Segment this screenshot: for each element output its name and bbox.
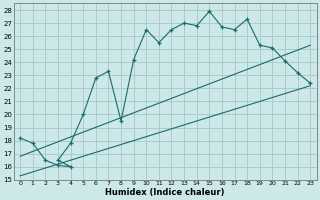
X-axis label: Humidex (Indice chaleur): Humidex (Indice chaleur) (106, 188, 225, 197)
